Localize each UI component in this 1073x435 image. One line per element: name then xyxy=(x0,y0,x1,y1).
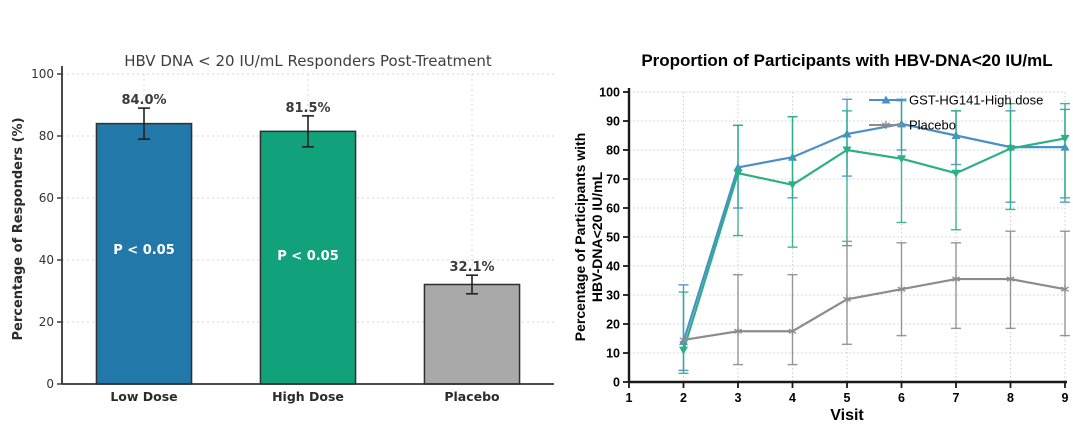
marker-placebo xyxy=(897,286,906,292)
y-tick-label: 10 xyxy=(606,347,620,361)
x-tick-label: 5 xyxy=(844,391,851,405)
chart-title: HBV DNA < 20 IU/mL Responders Post-Treat… xyxy=(124,52,492,70)
x-tick-label: Placebo xyxy=(444,389,500,404)
y-tick-label: 60 xyxy=(39,191,54,205)
y-tick-label: 80 xyxy=(606,144,620,158)
x-tick-label: Low Dose xyxy=(110,389,177,404)
series-green-series-unlabeled xyxy=(678,100,1070,374)
x-tick-label: 7 xyxy=(953,391,960,405)
y-tick-label: 60 xyxy=(606,202,620,216)
y-axis-label-line-2: HBV-DNA<20 IU/mL xyxy=(589,171,605,302)
line-chart-panel: 0 10 20 30 40 50 60 70 80 90 100 1 2 3 4 5 6 7 8 9 Proportio… xyxy=(573,40,1073,435)
x-tick-label: 3 xyxy=(735,391,742,405)
bar-value-label: 81.5% xyxy=(285,101,330,116)
y-tick-label: 90 xyxy=(606,115,620,129)
bar-chart-panel: 84.0% P < 0.05 Low Dose 81.5% P < 0.05 High D… xyxy=(8,52,560,412)
marker-placebo xyxy=(1006,276,1015,282)
y-tick-label: 30 xyxy=(606,289,620,303)
x-tick-label: 8 xyxy=(1007,391,1014,405)
legend-label-placebo: Placebo xyxy=(909,118,956,133)
y-tick-label: 0 xyxy=(613,376,620,390)
legend-marker-placebo xyxy=(882,122,890,128)
x-axis-label: Visit xyxy=(830,407,864,424)
marker-green-series-unlabeled xyxy=(842,146,852,155)
y-tick-label: 100 xyxy=(31,67,54,81)
y-tick-label: 20 xyxy=(606,318,620,332)
y-axis-label: Percentage of Responders (%) xyxy=(11,117,26,340)
bar-chart: 84.0% P < 0.05 Low Dose 81.5% P < 0.05 High D… xyxy=(11,52,554,404)
series-line-gst-hg141-high-dose xyxy=(682,122,1065,342)
chart-title: Proportion of Participants with HBV-DNA<… xyxy=(641,51,1052,70)
y-axis-label-line-1: Percentage of Participants with xyxy=(573,133,588,342)
series-line-green-series-unlabeled xyxy=(682,137,1066,351)
y-tick-label: 50 xyxy=(606,231,620,245)
line-chart: 0 10 20 30 40 50 60 70 80 90 100 1 2 3 4 5 6 7 8 9 Proportio… xyxy=(573,51,1070,424)
series-gst-hg141-high-dose xyxy=(678,98,1070,372)
marker-green-series-unlabeled xyxy=(951,169,961,178)
x-tick-label: 2 xyxy=(680,391,687,405)
marker-green-series-unlabeled xyxy=(897,155,906,164)
marker-placebo xyxy=(1061,286,1069,292)
y-tick-label: 80 xyxy=(39,129,54,143)
marker-green-series-unlabeled xyxy=(1006,145,1015,154)
y-tick-label: 70 xyxy=(606,173,620,187)
bar-value-label: 84.0% xyxy=(121,93,166,108)
y-tick-label: 0 xyxy=(46,377,54,391)
bar-placebo xyxy=(423,283,521,385)
marker-green-series-unlabeled xyxy=(788,181,797,190)
y-tick-label: 40 xyxy=(606,260,620,274)
x-tick-label: High Dose xyxy=(272,389,344,404)
x-tick-label: 9 xyxy=(1062,391,1069,405)
x-tick-label: 6 xyxy=(898,391,905,405)
x-tick-label: 1 xyxy=(626,391,633,405)
marker-placebo xyxy=(843,296,851,303)
y-tick-label: 20 xyxy=(39,315,54,329)
bar-value-label: 32.1% xyxy=(449,260,494,275)
marker-green-series-unlabeled xyxy=(679,346,688,355)
marker-placebo xyxy=(734,328,742,334)
marker-green-series-unlabeled xyxy=(733,169,743,178)
y-tick-label: 100 xyxy=(599,86,620,100)
legend-label-gst-hg141-high-dose: GST-HG141-High dose xyxy=(909,93,1043,108)
bar-high-dose xyxy=(259,130,357,385)
marker-placebo xyxy=(679,337,688,343)
series-line-placebo xyxy=(683,277,1066,342)
p-value-label: P < 0.05 xyxy=(113,243,175,258)
legend-marker-gst-hg141-high-dose xyxy=(881,95,891,104)
y-tick-label: 40 xyxy=(39,253,54,267)
p-value-label: P < 0.05 xyxy=(277,249,339,264)
marker-green-series-unlabeled xyxy=(1060,134,1070,143)
marker-placebo xyxy=(788,328,797,334)
marker-placebo xyxy=(952,276,960,282)
series-placebo xyxy=(679,230,1070,366)
x-tick-label: 4 xyxy=(789,391,796,405)
